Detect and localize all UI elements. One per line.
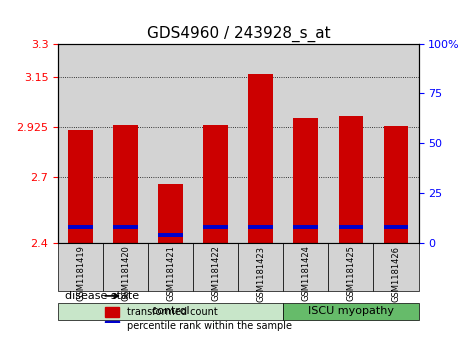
Bar	[283, 44, 328, 243]
Text: percentile rank within the sample: percentile rank within the sample	[126, 321, 292, 331]
Bar	[203, 125, 228, 243]
FancyBboxPatch shape	[283, 243, 328, 291]
Title: GDS4960 / 243928_s_at: GDS4960 / 243928_s_at	[146, 26, 330, 42]
Bar	[239, 44, 283, 243]
Bar	[68, 130, 93, 243]
FancyBboxPatch shape	[283, 303, 418, 320]
Bar	[293, 118, 318, 243]
Bar	[159, 233, 183, 237]
Text: GSM1181419: GSM1181419	[76, 246, 85, 302]
Text: GSM1181423: GSM1181423	[256, 246, 266, 302]
FancyBboxPatch shape	[239, 243, 283, 291]
Bar	[113, 125, 138, 243]
Bar	[203, 225, 228, 229]
Bar	[373, 44, 418, 243]
Bar	[58, 44, 103, 243]
Text: GSM1181424: GSM1181424	[301, 246, 310, 302]
Text: GSM1181422: GSM1181422	[211, 246, 220, 302]
Text: GSM1181421: GSM1181421	[166, 246, 175, 302]
Bar	[384, 225, 408, 229]
FancyBboxPatch shape	[148, 243, 193, 291]
Bar	[68, 225, 93, 229]
Text: control: control	[152, 306, 190, 317]
FancyBboxPatch shape	[58, 243, 103, 291]
FancyBboxPatch shape	[103, 243, 148, 291]
Text: ISCU myopathy: ISCU myopathy	[308, 306, 394, 317]
Text: disease state: disease state	[65, 291, 140, 301]
Bar	[339, 116, 363, 243]
FancyBboxPatch shape	[58, 303, 283, 320]
FancyBboxPatch shape	[373, 243, 418, 291]
Text: GSM1181425: GSM1181425	[346, 246, 355, 302]
Bar	[105, 307, 120, 317]
Bar	[193, 44, 238, 243]
Bar	[103, 44, 148, 243]
Bar	[248, 225, 273, 229]
Bar	[384, 126, 408, 243]
Bar	[148, 44, 193, 243]
Bar	[248, 74, 273, 243]
Bar	[339, 225, 363, 229]
Bar	[328, 44, 373, 243]
Bar	[105, 322, 120, 331]
FancyBboxPatch shape	[328, 243, 373, 291]
Text: GSM1181426: GSM1181426	[392, 246, 400, 302]
FancyBboxPatch shape	[193, 243, 239, 291]
Bar	[159, 184, 183, 243]
Text: transformed count: transformed count	[126, 307, 217, 317]
Bar	[113, 225, 138, 229]
Text: GSM1181420: GSM1181420	[121, 246, 130, 302]
Bar	[293, 225, 318, 229]
